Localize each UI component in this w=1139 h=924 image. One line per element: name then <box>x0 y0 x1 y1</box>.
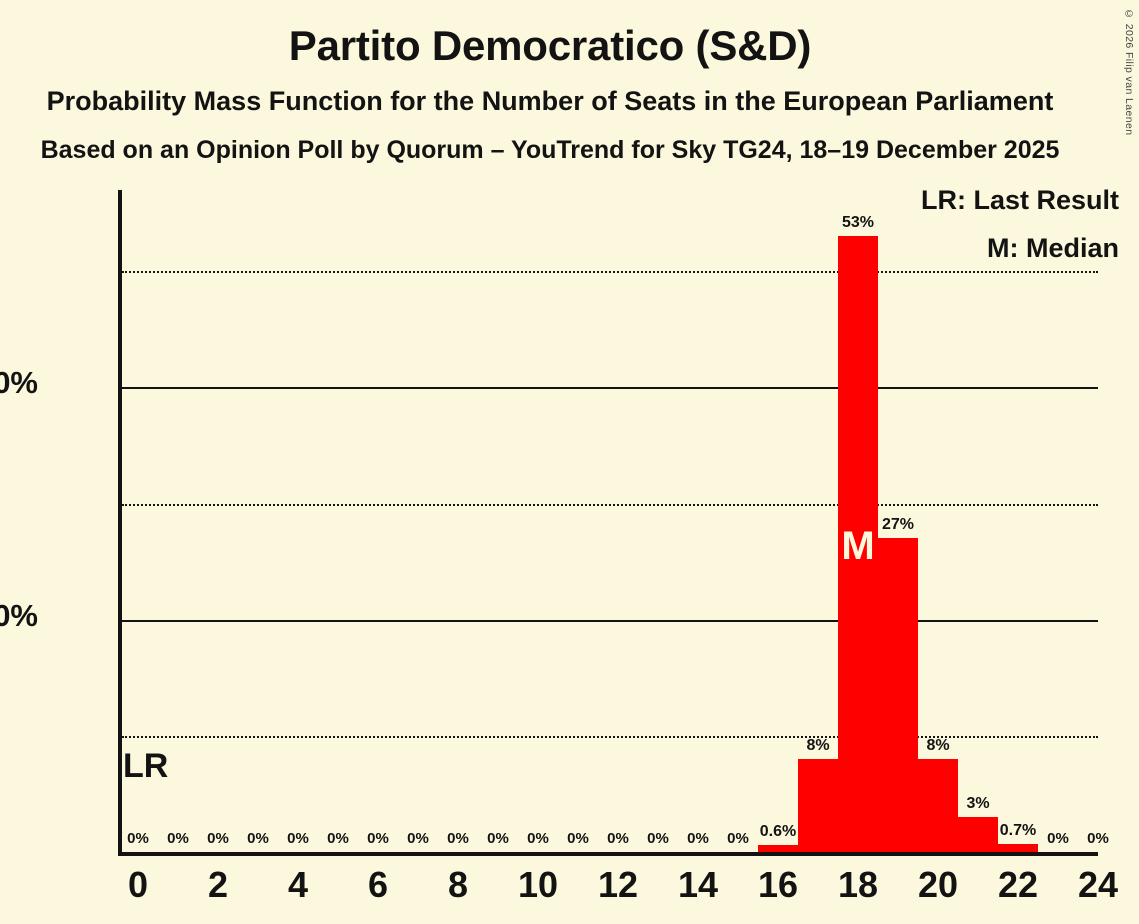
bar <box>918 759 958 852</box>
x-tick-label: 16 <box>757 864 799 905</box>
bar-value-label: 0% <box>527 830 549 847</box>
gridline-minor <box>122 271 1098 274</box>
bar-value-label: 0.7% <box>999 821 1037 839</box>
bar-value-label: 0% <box>207 830 229 847</box>
x-tick-label: 0 <box>127 864 149 905</box>
chart-source-note: Based on an Opinion Poll by Quorum – You… <box>40 136 1060 164</box>
bar-value-label: 0.6% <box>759 823 797 841</box>
bar-value-label: 27% <box>881 516 915 534</box>
bar-value-label: 0% <box>287 830 309 847</box>
gridline-minor <box>122 503 1098 506</box>
gridline-major <box>122 387 1098 390</box>
bar-value-label: 3% <box>966 795 990 813</box>
bar-value-label: 0% <box>727 830 749 847</box>
bar-value-label: 0% <box>567 830 589 847</box>
bar <box>998 843 1038 852</box>
x-tick-label: 8 <box>447 864 469 905</box>
x-tick-label: 18 <box>837 864 879 905</box>
x-tick-label: 12 <box>597 864 639 905</box>
x-tick-label: 4 <box>287 864 309 905</box>
bar-value-label: 0% <box>327 830 349 847</box>
bar-value-label: 0% <box>447 830 469 847</box>
chart-subtitle: Probability Mass Function for the Number… <box>46 86 1054 116</box>
bar-value-label: 0% <box>487 830 509 847</box>
x-tick-label: 10 <box>517 864 559 905</box>
bar <box>758 845 798 852</box>
bar-value-label: 0% <box>1047 830 1069 847</box>
plot-area: 0% 0% 0% 0% 0% 0% 0% 0% 0% 0% 0% 0% 0% 0% 0% 0% 0.6% 8% 53… <box>118 190 1109 856</box>
bar-value-label: 0% <box>687 830 709 847</box>
x-tick-label: 2 <box>207 864 229 905</box>
bar-value-label: 0% <box>127 830 149 847</box>
bar-value-label: 0% <box>367 830 389 847</box>
x-tick-label: 22 <box>997 864 1039 905</box>
page-title: Partito Democratico (S&D) <box>288 22 812 69</box>
bar <box>958 817 998 852</box>
gridline-major <box>122 619 1098 622</box>
x-axis-line <box>118 852 1098 856</box>
last-result-marker: LR <box>123 747 169 785</box>
bar-value-label: 8% <box>926 737 950 755</box>
bar <box>838 236 878 852</box>
x-tick-label: 14 <box>677 864 719 905</box>
y-tick-label: 40% <box>0 365 38 401</box>
copyright-notice: © 2026 Filip van Laenen <box>1123 8 1135 136</box>
y-axis-line <box>118 190 122 852</box>
gridline-minor <box>122 735 1098 738</box>
x-tick-label: 24 <box>1077 864 1119 905</box>
bar <box>878 538 918 852</box>
y-tick-label: 20% <box>0 597 38 633</box>
bar-value-label: 53% <box>841 214 875 232</box>
bar-value-label: 0% <box>1087 830 1109 847</box>
bar-value-label: 0% <box>247 830 269 847</box>
median-marker: M <box>841 524 875 569</box>
bar-value-label: 0% <box>647 830 669 847</box>
x-tick-label: 6 <box>367 864 389 905</box>
legend-median: M: Median <box>987 233 1119 263</box>
legend-last-result: LR: Last Result <box>920 185 1119 215</box>
bar <box>798 759 838 852</box>
bar-value-label: 8% <box>806 737 830 755</box>
x-tick-label: 20 <box>917 864 959 905</box>
bar-value-label: 0% <box>167 830 189 847</box>
bar-value-label: 0% <box>407 830 429 847</box>
bar-value-label: 0% <box>607 830 629 847</box>
